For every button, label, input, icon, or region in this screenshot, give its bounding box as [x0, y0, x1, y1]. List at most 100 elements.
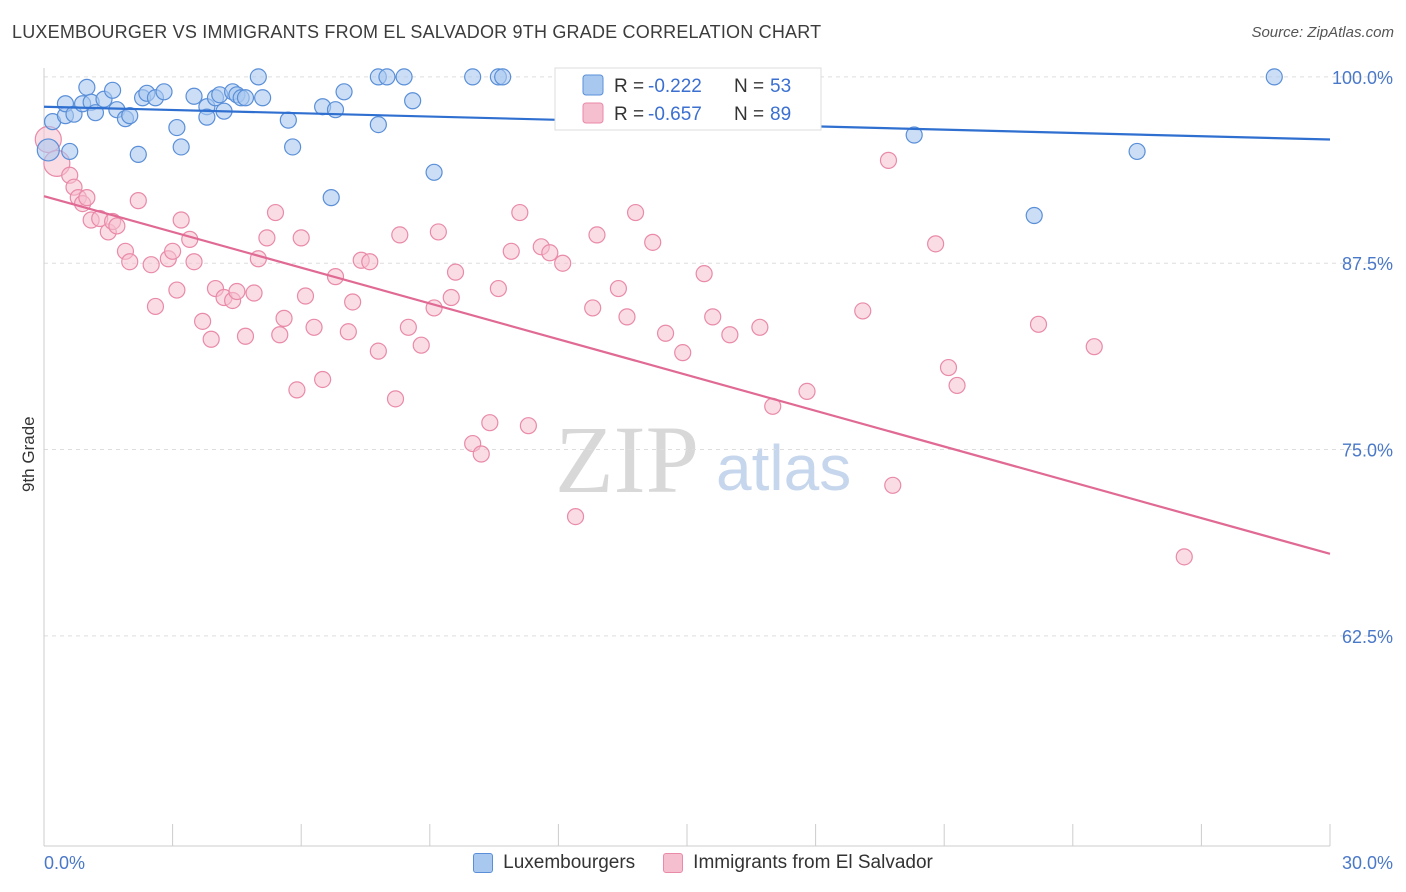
y-tick-label: 100.0%	[1332, 68, 1393, 88]
data-point-el-salvador	[391, 226, 409, 244]
data-point-el-salvador	[541, 244, 559, 262]
axes: 100.0% 87.5% 75.0% 62.5% 0.0% 30.0%	[43, 68, 1393, 873]
luxembourgers-swatch	[473, 853, 494, 873]
legend-r-label-2: R =	[614, 104, 644, 125]
data-point-el-salvador	[236, 327, 255, 345]
data-point-el-salvador	[429, 223, 447, 241]
legend-n-value-2: 89	[770, 104, 791, 125]
data-point-el-salvador	[146, 297, 165, 316]
data-point-el-salvador	[584, 299, 602, 317]
data-point-luxembourgers	[78, 78, 96, 96]
data-point-el-salvador	[721, 326, 739, 344]
data-point-el-salvador	[142, 256, 160, 274]
x-tick-label: 0.0%	[44, 853, 85, 873]
data-point-el-salvador	[369, 342, 387, 360]
data-point-luxembourgers	[36, 138, 60, 162]
data-point-el-salvador	[656, 324, 675, 342]
bottom-legend: Luxembourgers Immigrants from El Salvado…	[0, 852, 1406, 874]
trend-line-el-salvador	[43, 195, 1331, 555]
data-point-luxembourgers	[129, 145, 147, 164]
legend-r-value-1: -0.222	[648, 76, 702, 97]
data-point-el-salvador	[271, 326, 289, 344]
legend-r-value-2: -0.657	[648, 104, 702, 125]
bottom-legend-el-salvador: Immigrants from El Salvador	[663, 852, 933, 874]
data-point-el-salvador	[1029, 315, 1048, 333]
data-point-el-salvador	[927, 235, 945, 253]
bottom-legend-label: Immigrants from El Salvador	[693, 852, 933, 873]
legend-box: R = -0.222 N = 53 R = -0.657 N = 89	[554, 67, 822, 131]
data-point-el-salvador	[412, 336, 430, 354]
data-point-el-salvador	[288, 381, 306, 399]
data-point-el-salvador	[202, 330, 220, 348]
data-point-luxembourgers	[254, 89, 272, 107]
data-point-el-salvador	[172, 211, 190, 229]
data-point-el-salvador	[472, 445, 490, 463]
data-point-luxembourgers	[236, 89, 255, 107]
data-point-luxembourgers	[404, 92, 422, 110]
el-salvador-swatch	[663, 853, 684, 873]
y-tick-label: 75.0%	[1342, 441, 1393, 461]
data-point-el-salvador	[258, 229, 276, 247]
data-point-el-salvador	[554, 254, 572, 272]
data-point-el-salvador	[519, 417, 537, 435]
data-point-el-salvador	[266, 203, 285, 222]
data-point-el-salvador	[108, 217, 126, 235]
data-point-el-salvador	[245, 284, 263, 302]
data-point-luxembourgers	[121, 107, 139, 125]
data-point-el-salvador	[489, 279, 507, 298]
data-point-el-salvador	[194, 312, 212, 330]
data-point-luxembourgers	[322, 189, 340, 207]
source-label: Source: ZipAtlas.com	[1251, 24, 1394, 41]
data-point-luxembourgers	[335, 83, 353, 101]
data-point-luxembourgers	[155, 83, 173, 101]
legend-n-label-1: N =	[734, 76, 764, 97]
data-point-el-salvador	[626, 203, 645, 222]
data-point-el-salvador	[164, 242, 182, 260]
data-point-el-salvador	[292, 229, 310, 247]
data-point-luxembourgers	[61, 142, 79, 161]
series-el-salvador-points	[34, 125, 1193, 566]
data-point-el-salvador	[609, 279, 628, 298]
data-point-luxembourgers	[464, 68, 482, 86]
data-point-el-salvador	[618, 308, 636, 326]
data-point-el-salvador	[386, 390, 405, 408]
data-point-luxembourgers	[1025, 206, 1043, 225]
data-point-el-salvador	[879, 151, 898, 169]
data-point-el-salvador	[442, 288, 460, 307]
legend-n-label-2: N =	[734, 104, 764, 125]
data-point-el-salvador	[948, 376, 966, 395]
data-point-luxembourgers	[395, 68, 413, 86]
bottom-legend-luxembourgers: Luxembourgers	[473, 852, 635, 874]
data-point-el-salvador	[399, 318, 417, 336]
x-tick-label: 30.0%	[1342, 853, 1393, 873]
data-point-luxembourgers	[369, 116, 387, 134]
data-point-el-salvador	[121, 253, 139, 271]
data-point-el-salvador	[185, 253, 203, 271]
data-point-luxembourgers	[172, 138, 190, 156]
data-point-el-salvador	[446, 263, 465, 281]
chart-title: LUXEMBOURGER VS IMMIGRANTS FROM EL SALVA…	[12, 22, 822, 42]
data-point-el-salvador	[588, 226, 606, 244]
data-point-el-salvador	[798, 382, 816, 400]
data-point-luxembourgers	[198, 108, 216, 126]
data-point-el-salvador	[674, 344, 692, 362]
data-point-el-salvador	[275, 309, 293, 327]
data-point-el-salvador	[511, 203, 529, 222]
data-point-el-salvador	[1175, 548, 1193, 566]
legend-r-label-1: R =	[614, 76, 644, 97]
data-point-el-salvador	[939, 358, 958, 377]
data-point-luxembourgers	[905, 126, 923, 144]
data-point-el-salvador	[361, 253, 379, 271]
data-point-el-salvador	[644, 233, 662, 251]
data-point-luxembourgers	[284, 138, 302, 156]
data-point-el-salvador	[228, 282, 246, 301]
data-point-el-salvador	[704, 308, 722, 326]
bottom-legend-label: Luxembourgers	[503, 852, 636, 873]
data-point-luxembourgers	[103, 81, 122, 99]
data-point-el-salvador	[296, 287, 315, 305]
data-point-luxembourgers	[425, 163, 443, 181]
data-point-luxembourgers	[168, 118, 186, 137]
data-point-el-salvador	[481, 414, 499, 432]
series-luxembourgers-points	[36, 68, 1283, 225]
